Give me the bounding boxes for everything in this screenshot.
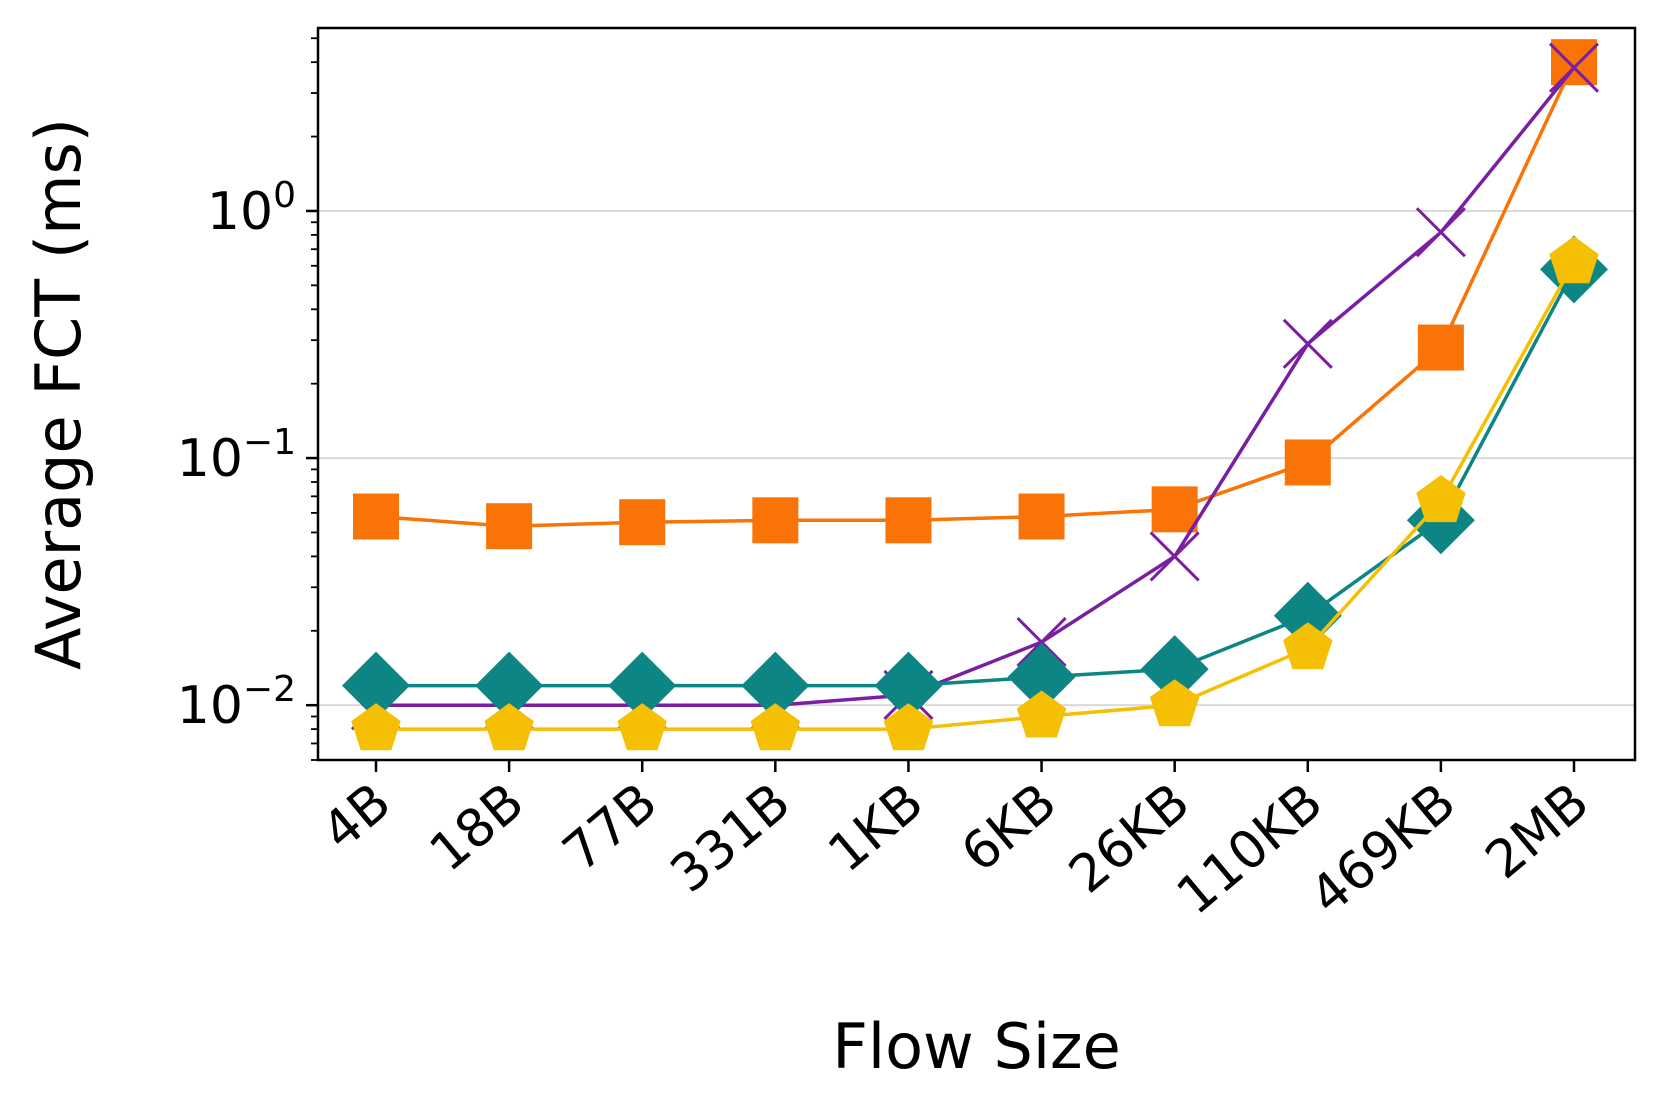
square-marker [1417, 324, 1464, 371]
x-tick-label: 6KB [951, 772, 1068, 884]
square-marker [619, 499, 666, 546]
pentagon-marker [883, 703, 934, 751]
square-marker [1284, 439, 1331, 486]
x-tick-label: 4B [311, 772, 402, 862]
diamond-marker [1007, 643, 1076, 712]
square-marker [1551, 39, 1597, 86]
x-marker [1415, 207, 1466, 258]
pentagon-marker [484, 703, 534, 751]
diamond-marker [1273, 581, 1342, 650]
diamond-marker [475, 651, 544, 720]
pentagon-marker [1416, 475, 1466, 523]
square-marker [1018, 493, 1065, 540]
x-tick-label: 1KB [817, 772, 934, 884]
pentagon-marker [1016, 690, 1067, 738]
series-line [376, 261, 1576, 731]
series-1 [350, 42, 1600, 731]
x-tick-label: 18B [419, 772, 536, 883]
x-tick-label: 331B [660, 772, 802, 905]
diamond-marker [741, 651, 810, 720]
y-tick-label: 10−1 [177, 422, 296, 489]
grid-lines [318, 209, 1635, 707]
square-marker [1151, 486, 1198, 533]
plot-frame [316, 26, 1637, 762]
pentagon-marker [1549, 236, 1599, 284]
square-marker [486, 503, 533, 550]
y-tick-label: 10−2 [177, 669, 296, 736]
diamond-marker [608, 651, 677, 720]
x-marker [1548, 42, 1600, 93]
series-line [375, 61, 1576, 528]
square-marker [752, 497, 799, 544]
x-marker [1149, 531, 1200, 582]
series-3 [351, 236, 1599, 751]
series-0 [353, 39, 1597, 550]
pentagon-marker [351, 703, 401, 751]
pentagon-marker [1149, 679, 1200, 727]
x-tick-label: 469KB [1299, 772, 1467, 927]
square-marker [885, 497, 932, 544]
x-tick-label: 110KB [1166, 772, 1334, 927]
x-marker [1016, 617, 1067, 668]
diamond-marker [342, 651, 410, 720]
pentagon-marker [617, 703, 667, 751]
y-axis-label: Average FCT (ms) [22, 118, 95, 670]
diamond-marker [874, 651, 943, 720]
diamond-marker [1140, 635, 1209, 704]
pentagon-marker [750, 703, 801, 751]
plot-series [342, 39, 1608, 751]
y-tick-label: 100 [207, 175, 296, 242]
x-axis-label: Flow Size [832, 1010, 1121, 1083]
x-tick-label: 77B [552, 772, 669, 883]
x-tick-label: 2MB [1475, 772, 1601, 891]
square-marker [353, 493, 399, 540]
x-marker [1282, 318, 1333, 369]
series-2 [342, 235, 1608, 720]
pentagon-marker [1283, 622, 1333, 670]
series-line [376, 66, 1576, 707]
series-line [376, 268, 1576, 688]
